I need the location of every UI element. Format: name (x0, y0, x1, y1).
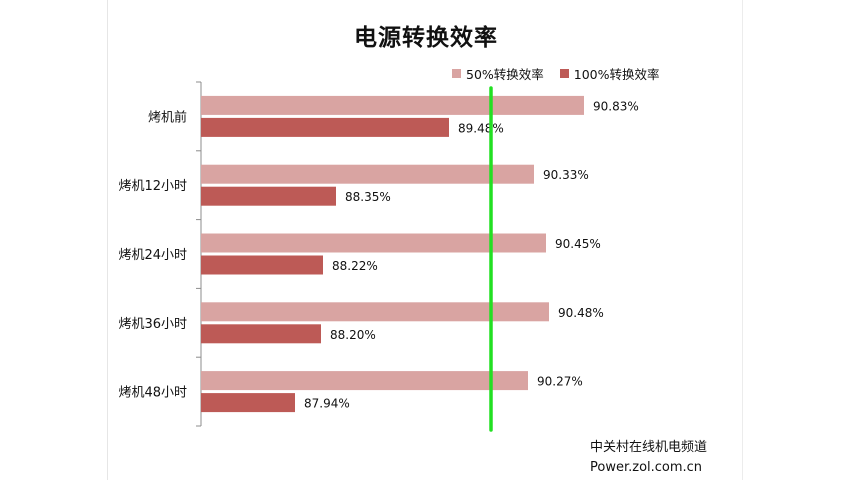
frame-left-border (107, 0, 108, 480)
data-label: 90.33% (543, 168, 589, 182)
chart-title: 电源转换效率 (354, 25, 498, 51)
watermark-line-1: 中关村在线机电频道 (590, 440, 708, 455)
category-label: 烤机24小时 (118, 248, 187, 263)
bar-100-efficiency (201, 393, 295, 413)
bar-100-efficiency (201, 255, 323, 275)
legend-item-50: 50%转换效率 (452, 64, 544, 83)
bar-50-efficiency (201, 95, 584, 115)
data-label: 90.27% (537, 375, 583, 389)
bar-100-efficiency (201, 117, 449, 137)
watermark: 中关村在线机电频道 Power.zol.com.cn (590, 438, 707, 478)
data-label: 88.20% (330, 328, 376, 342)
data-label: 88.35% (345, 190, 391, 204)
legend-item-100: 100%转换效率 (559, 64, 660, 83)
legend-label-100: 100%转换效率 (573, 67, 660, 82)
bar-50-efficiency (201, 233, 546, 253)
watermark-line-2: Power.zol.com.cn (590, 460, 703, 475)
category-label: 烤机48小时 (118, 386, 187, 401)
legend-swatch-100 (559, 69, 569, 78)
category-label: 烤机前 (148, 109, 187, 125)
category-label: 烤机36小时 (118, 317, 187, 332)
data-label: 90.45% (555, 237, 601, 251)
legend-swatch-50 (452, 69, 461, 78)
data-label: 88.22% (332, 259, 378, 273)
bar-100-efficiency (201, 186, 336, 206)
data-label: 87.94% (304, 397, 350, 411)
legend-label-50: 50%转换效率 (466, 67, 544, 82)
bar-50-efficiency (201, 302, 549, 322)
bar-100-efficiency (201, 324, 321, 344)
data-label: 90.83% (593, 99, 639, 113)
category-label: 烤机12小时 (118, 179, 187, 194)
data-label: 89.48% (458, 121, 504, 135)
chart-legend: 50%转换效率 100%转换效率 (452, 64, 672, 83)
bar-50-efficiency (201, 371, 528, 391)
bar-50-efficiency (201, 164, 534, 184)
frame-right-border (742, 0, 743, 480)
data-label: 90.48% (558, 306, 604, 320)
